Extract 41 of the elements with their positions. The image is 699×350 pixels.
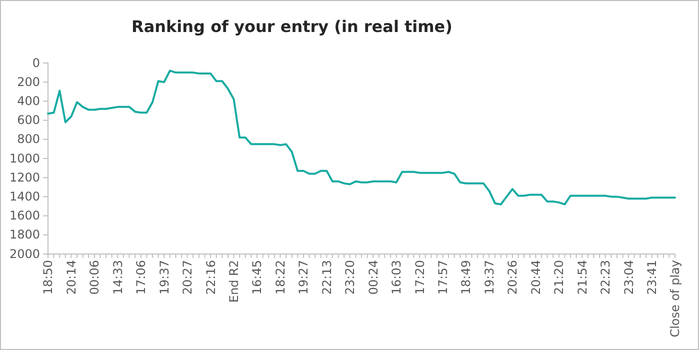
y-tick-label: 1400 bbox=[9, 190, 40, 204]
x-tick-label: 21:54 bbox=[575, 260, 590, 295]
x-tick-label: 17:57 bbox=[436, 260, 450, 295]
x-tick-label: 21:20 bbox=[552, 260, 566, 295]
x-tick-label: 20:26 bbox=[506, 260, 520, 295]
y-tick-label: 600 bbox=[17, 113, 40, 128]
x-tick-label: 00:24 bbox=[366, 260, 380, 295]
y-tick-label: 1800 bbox=[9, 228, 40, 242]
y-tick-label: 1600 bbox=[9, 208, 40, 223]
x-tick-label: 17:06 bbox=[134, 260, 148, 295]
x-tick-label: End R2 bbox=[226, 260, 241, 303]
chart-title: Ranking of your entry (in real time) bbox=[132, 17, 452, 36]
x-tick-label: 23:41 bbox=[644, 260, 659, 295]
x-tick-label: 20:27 bbox=[180, 260, 195, 295]
x-tick-label: 23:20 bbox=[343, 260, 358, 295]
x-tick-label: 22:23 bbox=[598, 260, 613, 295]
x-tick-label: 22:13 bbox=[320, 260, 334, 295]
x-tick-label: 19:37 bbox=[157, 260, 172, 295]
x-tick-label: 18:50 bbox=[41, 260, 56, 295]
x-tick-label: 17:20 bbox=[412, 260, 427, 295]
x-tick-label: 22:16 bbox=[204, 260, 218, 295]
y-tick-label: 0 bbox=[32, 56, 40, 70]
y-tick-label: 800 bbox=[17, 132, 40, 146]
x-tick-label: 19:37 bbox=[482, 260, 496, 295]
line-series bbox=[47, 70, 676, 206]
x-tick-label: 18:49 bbox=[459, 260, 474, 295]
x-tick-label: Close of play bbox=[668, 260, 682, 338]
x-tick-label: 00:06 bbox=[88, 260, 102, 295]
x-tick-label: 20:14 bbox=[64, 260, 78, 295]
y-tick-label: 2000 bbox=[9, 246, 40, 261]
x-tick-label: 16:45 bbox=[250, 260, 264, 295]
y-tick-label: 1200 bbox=[9, 170, 40, 184]
y-tick-label: 200 bbox=[17, 74, 40, 89]
x-tick-label: 18:22 bbox=[273, 260, 288, 295]
x-tick-label: 16:03 bbox=[390, 260, 404, 295]
x-tick-label: 19:27 bbox=[296, 260, 311, 295]
x-tick-label: 14:33 bbox=[110, 260, 125, 295]
y-tick-label: 400 bbox=[17, 94, 40, 108]
y-tick-label: 1000 bbox=[9, 151, 40, 166]
x-tick-label: 20:44 bbox=[528, 260, 543, 295]
x-tick-label: 23:04 bbox=[622, 260, 636, 295]
